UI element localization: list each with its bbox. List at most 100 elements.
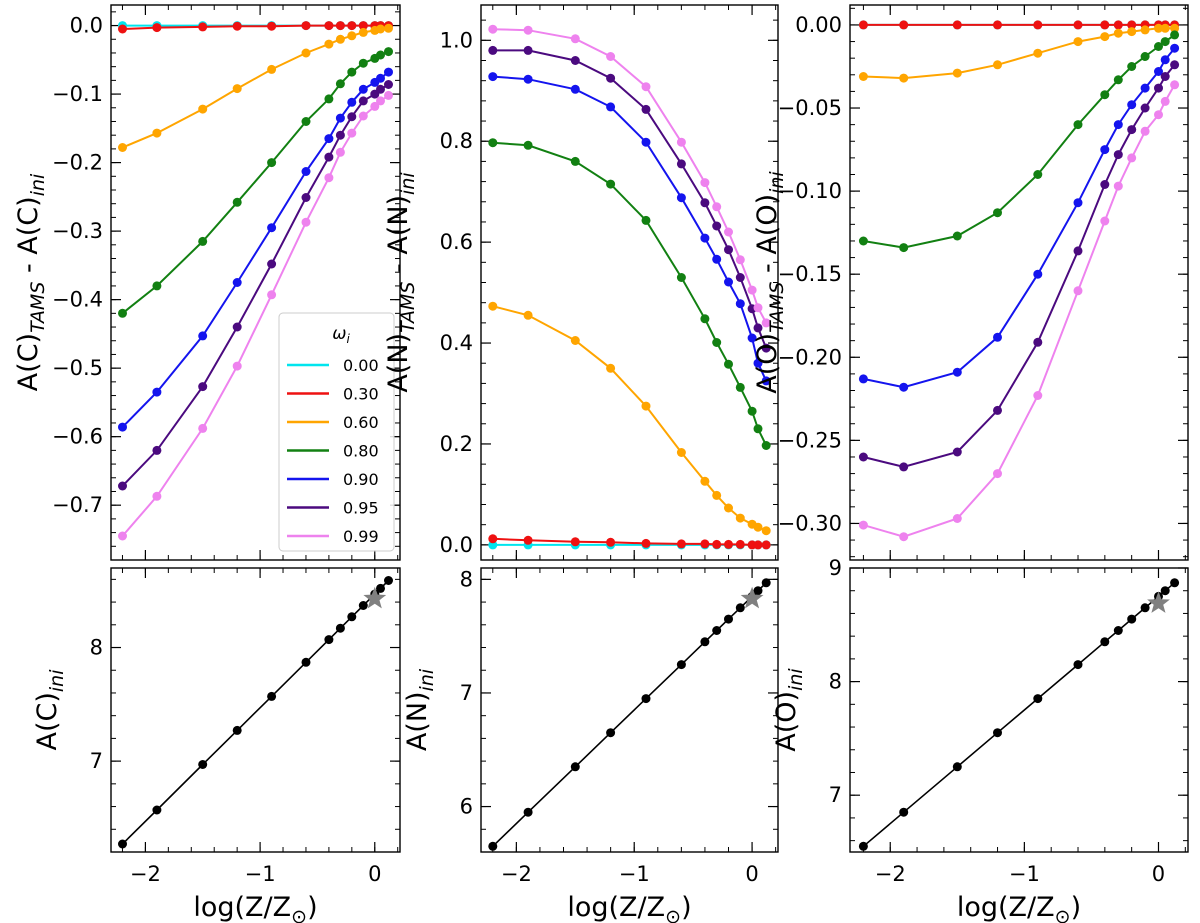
data-point <box>1127 153 1137 163</box>
data-point <box>301 657 311 667</box>
data-point <box>747 285 757 295</box>
y-tick-label: 9 <box>829 556 842 580</box>
data-point <box>335 147 345 157</box>
data-point <box>761 376 771 386</box>
data-point <box>1113 626 1123 635</box>
data-point <box>347 21 357 31</box>
data-point <box>761 526 771 536</box>
data-point <box>376 24 385 34</box>
data-point <box>700 637 710 647</box>
y-tick-label: 0.8 <box>440 129 473 153</box>
series-main <box>118 576 393 849</box>
axes-frame <box>480 4 779 561</box>
data-point <box>700 314 710 324</box>
series-0.90 <box>118 67 393 432</box>
data-point <box>753 540 763 550</box>
x-tick-label: −1 <box>1009 862 1040 886</box>
y-tick-label: 8 <box>829 670 842 694</box>
series-0.90 <box>858 43 1180 392</box>
y-tick-label: 7 <box>460 681 473 705</box>
data-point <box>641 137 651 147</box>
data-point <box>1127 100 1137 110</box>
data-point <box>1113 20 1123 30</box>
y-tick-label: 0.00 <box>795 13 842 37</box>
data-point <box>1073 198 1083 208</box>
y-tick-label: 0.0 <box>70 14 103 38</box>
data-point <box>1073 246 1083 256</box>
data-point <box>232 197 242 207</box>
data-point <box>324 635 334 645</box>
data-point <box>761 318 771 328</box>
series-line <box>492 75 768 382</box>
data-point <box>858 20 868 30</box>
data-point <box>198 104 208 114</box>
panel-nitrogen-bottom: −2 −1 0 6 7 8 A(N)ini log(Z/Z⊙) <box>402 567 779 923</box>
data-point <box>899 462 909 472</box>
data-point <box>712 626 722 635</box>
legend-entry-label: 0.00 <box>343 356 379 375</box>
data-point <box>335 79 345 89</box>
data-point <box>1073 20 1083 30</box>
data-point <box>700 539 710 549</box>
y-tick-label: −0.25 <box>778 428 842 452</box>
data-point <box>993 60 1002 70</box>
data-point <box>724 245 733 255</box>
data-point <box>952 762 962 772</box>
legend-entry-label: 0.80 <box>343 442 379 461</box>
data-point <box>712 202 722 212</box>
data-point <box>301 167 311 176</box>
data-point <box>1100 32 1110 42</box>
data-point <box>753 323 763 333</box>
data-point <box>761 343 771 353</box>
legend-entry-label: 0.60 <box>343 413 379 432</box>
data-point <box>488 301 498 311</box>
series-0.90 <box>488 72 771 386</box>
y-tick-label: −0.15 <box>778 262 842 286</box>
series-line <box>862 582 1176 847</box>
data-point <box>1140 52 1150 61</box>
y-tick-label: −0.30 <box>778 511 842 535</box>
data-point <box>1033 694 1043 704</box>
data-point <box>570 336 580 345</box>
data-point <box>952 447 962 457</box>
data-point <box>232 278 242 287</box>
legend-entry-label: 0.99 <box>343 527 379 546</box>
data-point <box>267 691 277 701</box>
data-point <box>700 178 710 188</box>
data-point <box>1033 170 1043 179</box>
data-point <box>858 520 868 530</box>
data-point <box>1160 586 1170 596</box>
data-point <box>676 159 686 169</box>
data-point <box>641 104 651 114</box>
series-0.60 <box>118 23 393 152</box>
series-0.80 <box>858 30 1180 253</box>
data-point <box>1170 60 1180 70</box>
data-point <box>1073 120 1083 130</box>
series-0.80 <box>118 47 393 318</box>
data-point <box>118 481 127 491</box>
data-point <box>523 25 533 35</box>
data-point <box>198 423 208 433</box>
data-point <box>570 537 580 547</box>
data-point <box>676 660 686 670</box>
data-point <box>232 361 242 371</box>
panel-oxygen-bottom: −2 −1 0 7 8 9 A(O)ini log(Z/Z⊙) <box>771 556 1189 923</box>
data-point <box>358 27 368 37</box>
data-point <box>735 299 745 309</box>
y-axis-label: A(N)TAMS - A(N)ini <box>383 172 419 393</box>
solar-star-marker <box>363 586 387 609</box>
data-point <box>761 441 771 450</box>
data-point <box>641 401 651 411</box>
data-point <box>735 273 745 282</box>
data-point <box>858 841 868 851</box>
y-tick-label: 1.0 <box>440 28 473 52</box>
data-point <box>1170 30 1180 40</box>
data-point <box>376 73 385 83</box>
data-point <box>232 725 242 735</box>
data-point <box>335 623 345 633</box>
y-tick-label: −0.5 <box>52 356 103 380</box>
data-point <box>606 52 616 61</box>
data-point <box>899 20 909 30</box>
legend-box <box>278 312 395 552</box>
